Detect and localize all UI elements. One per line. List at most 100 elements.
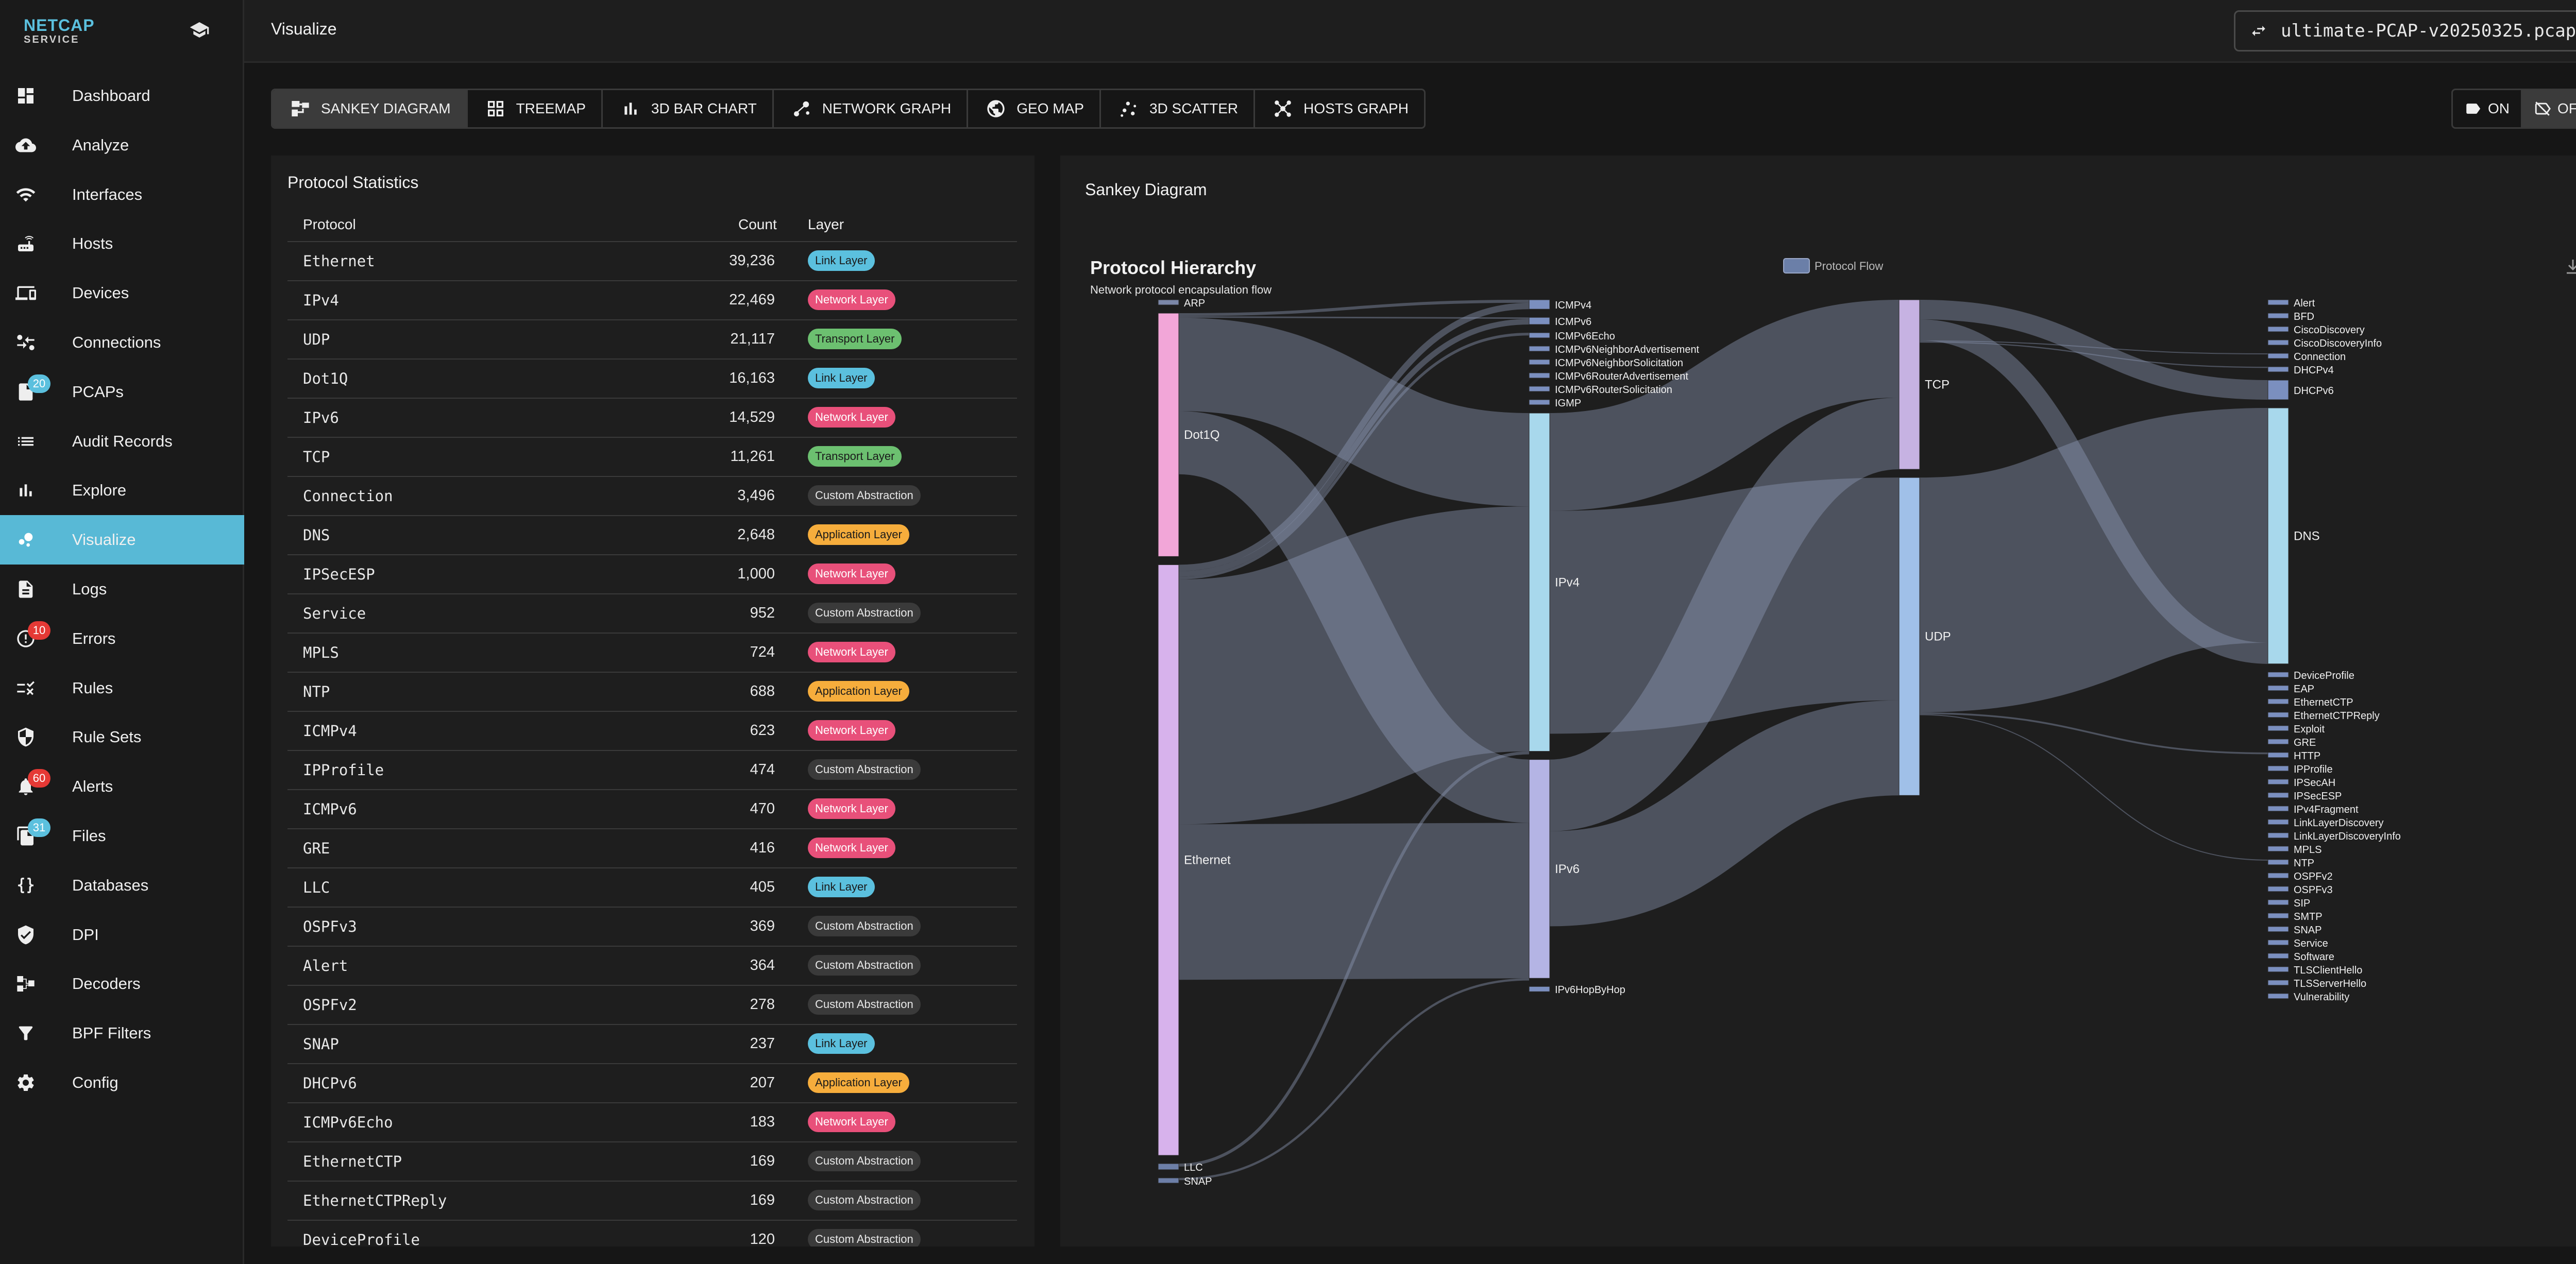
table-row[interactable]: IPProfile 474 Custom Abstraction	[287, 751, 1017, 790]
sankey-node-icmpv6neighboradvertisement[interactable]	[1529, 346, 1550, 352]
sankey-node-exploit[interactable]	[2267, 725, 2289, 731]
sidebar-item-visualize[interactable]: Visualize	[0, 515, 244, 565]
table-row[interactable]: EthernetCTP 169 Custom Abstraction	[287, 1142, 1017, 1182]
table-row[interactable]: ICMPv6Echo 183 Network Layer	[287, 1103, 1017, 1142]
sankey-node-arp[interactable]	[1158, 299, 1179, 305]
table-row[interactable]: Connection 3,496 Custom Abstraction	[287, 477, 1017, 516]
graduation-cap-icon[interactable]	[187, 20, 212, 40]
sidebar-item-databases[interactable]: Databases	[0, 861, 244, 910]
sankey-link-tcp-dhcpv4[interactable]	[1919, 341, 2268, 368]
sankey-node-mpls[interactable]	[2267, 846, 2289, 852]
download-icon[interactable]	[2567, 260, 2576, 274]
sidebar-item-logs[interactable]: Logs	[0, 565, 244, 614]
sidebar-item-dashboard[interactable]: Dashboard	[0, 71, 244, 121]
sankey-link-dot1q-ipv4[interactable]	[1178, 317, 1530, 507]
tab-hosts-graph[interactable]: HOSTS GRAPH	[1255, 90, 1424, 127]
sankey-node-dhcpv6[interactable]	[2267, 380, 2289, 400]
sankey-link-dot1q-icmpv6[interactable]	[1178, 316, 1530, 319]
sankey-diagram[interactable]: Protocol Hierarchy Network protocol encap…	[1060, 156, 2576, 1246]
sankey-node-ipsecah[interactable]	[2267, 779, 2289, 785]
toggle-off-button[interactable]: OFF	[2522, 90, 2576, 127]
sidebar-item-rule-sets[interactable]: Rule Sets	[0, 712, 244, 762]
sankey-node-dhcpv4[interactable]	[2267, 366, 2289, 372]
sankey-link-ipv6-udp[interactable]	[1549, 700, 1900, 927]
sankey-node-tlsclienthello[interactable]	[2267, 966, 2289, 972]
table-row[interactable]: ICMPv6 470 Network Layer	[287, 790, 1017, 829]
sidebar-item-errors[interactable]: Errors 10	[0, 614, 244, 663]
table-row[interactable]: DeviceProfile 120 Custom Abstraction	[287, 1221, 1017, 1246]
sankey-node-ciscodiscoveryinfo[interactable]	[2267, 339, 2289, 346]
sankey-node-bfd[interactable]	[2267, 313, 2289, 319]
tab-sankey-diagram[interactable]: SANKEY DIAGRAM	[273, 90, 468, 127]
sankey-link-ipv6-tcp[interactable]	[1548, 397, 1901, 831]
table-row[interactable]: DNS 2,648 Application Layer	[287, 516, 1017, 555]
table-row[interactable]: UDP 21,117 Transport Layer	[287, 320, 1017, 360]
sankey-node-dns[interactable]	[2267, 407, 2289, 664]
table-row[interactable]: EthernetCTPReply 169 Custom Abstraction	[287, 1182, 1017, 1221]
sidebar-item-rules[interactable]: Rules	[0, 663, 244, 713]
tab-network-graph[interactable]: NETWORK GRAPH	[774, 90, 969, 127]
table-row[interactable]: IPv6 14,529 Network Layer	[287, 399, 1017, 438]
sankey-link-ethernet-ipv4[interactable]	[1177, 506, 1531, 825]
sankey-link-snap-ipv6[interactable]	[1178, 978, 1530, 1181]
sankey-link-ethernet-icmpv4[interactable]	[1178, 302, 1530, 571]
sankey-link-llc-ipv4[interactable]	[1178, 751, 1530, 1167]
sankey-node-ipsecesp[interactable]	[2267, 792, 2289, 798]
brand-logo[interactable]: NETCAP SERVICE	[24, 16, 95, 45]
sankey-node-icmpv6neighborsolicitation[interactable]	[1529, 359, 1550, 365]
sankey-link-ethernet-icmpv6[interactable]	[1178, 319, 1530, 577]
sankey-node-ethernetctp[interactable]	[2267, 698, 2289, 705]
toggle-on-button[interactable]: ON	[2453, 90, 2522, 127]
sankey-node-icmpv4[interactable]	[1529, 299, 1550, 310]
sankey-node-ciscodiscovery[interactable]	[2267, 326, 2289, 332]
column-header-count[interactable]: Count	[738, 216, 777, 232]
sankey-node-ipv6[interactable]	[1529, 759, 1550, 979]
sidebar-item-devices[interactable]: Devices	[0, 268, 244, 318]
table-row[interactable]: TCP 11,261 Transport Layer	[287, 438, 1017, 477]
sankey-node-connection[interactable]	[2267, 353, 2289, 359]
sankey-link-udp-http[interactable]	[1919, 712, 2268, 755]
sankey-node-alert[interactable]	[2267, 299, 2289, 305]
sidebar-item-decoders[interactable]: Decoders	[0, 959, 244, 1009]
sankey-node-tlsserverhello[interactable]	[2267, 980, 2289, 986]
sankey-link-tcp-dhcpv6[interactable]	[1919, 300, 2268, 400]
sidebar-item-dpi[interactable]: DPI	[0, 910, 244, 960]
sidebar-item-audit-records[interactable]: Audit Records	[0, 417, 244, 466]
sankey-link-ipv4-tcp[interactable]	[1549, 299, 1900, 511]
sankey-link-ipv4-udp[interactable]	[1549, 477, 1900, 734]
sankey-node-linklayerdiscovery[interactable]	[2267, 819, 2289, 825]
sankey-node-deviceprofile[interactable]	[2267, 672, 2289, 678]
sankey-node-icmpv6[interactable]	[1529, 317, 1550, 325]
table-row[interactable]: Dot1Q 16,163 Link Layer	[287, 360, 1017, 399]
table-row[interactable]: ICMPv4 623 Network Layer	[287, 712, 1017, 751]
table-row[interactable]: Ethernet 39,236 Link Layer	[287, 242, 1017, 281]
sankey-link-tcp-connection[interactable]	[1919, 340, 2268, 354]
table-row[interactable]: GRE 416 Network Layer	[287, 829, 1017, 868]
table-row[interactable]: Service 952 Custom Abstraction	[287, 594, 1017, 634]
sankey-node-ipprofile[interactable]	[2267, 765, 2289, 772]
sidebar-item-hosts[interactable]: Hosts	[0, 219, 244, 268]
sankey-node-icmpv6echo[interactable]	[1529, 332, 1550, 338]
tab-3d-scatter[interactable]: 3D SCATTER	[1101, 90, 1256, 127]
sankey-node-tcp[interactable]	[1899, 299, 1920, 470]
sankey-link-tcp-dns[interactable]	[1919, 319, 2268, 664]
sankey-node-http[interactable]	[2267, 752, 2289, 758]
tab-geo-map[interactable]: GEO MAP	[968, 90, 1101, 127]
sidebar-item-files[interactable]: Files 31	[0, 811, 244, 861]
sankey-link-ethernet-icmpv6echo[interactable]	[1178, 332, 1530, 579]
sankey-node-ethernet[interactable]	[1158, 564, 1179, 1156]
table-row[interactable]: NTP 688 Application Layer	[287, 673, 1017, 712]
column-header-protocol[interactable]: Protocol	[303, 216, 356, 232]
sankey-node-gre[interactable]	[2267, 739, 2289, 745]
sankey-node-smtp[interactable]	[2267, 913, 2289, 919]
tab-treemap[interactable]: TREEMAP	[468, 90, 603, 127]
table-row[interactable]: IPv4 22,469 Network Layer	[287, 281, 1017, 320]
sankey-node-ethernetctpreply[interactable]	[2267, 712, 2289, 718]
sankey-node-ipv4[interactable]	[1529, 413, 1550, 752]
sidebar-item-connections[interactable]: Connections	[0, 318, 244, 367]
table-row[interactable]: MPLS 724 Network Layer	[287, 634, 1017, 673]
sidebar-item-interfaces[interactable]: Interfaces	[0, 170, 244, 219]
sankey-node-ipv4fragment[interactable]	[2267, 806, 2289, 812]
sidebar-item-pcaps[interactable]: PCAPs 20	[0, 367, 244, 417]
sankey-node-software[interactable]	[2267, 953, 2289, 959]
